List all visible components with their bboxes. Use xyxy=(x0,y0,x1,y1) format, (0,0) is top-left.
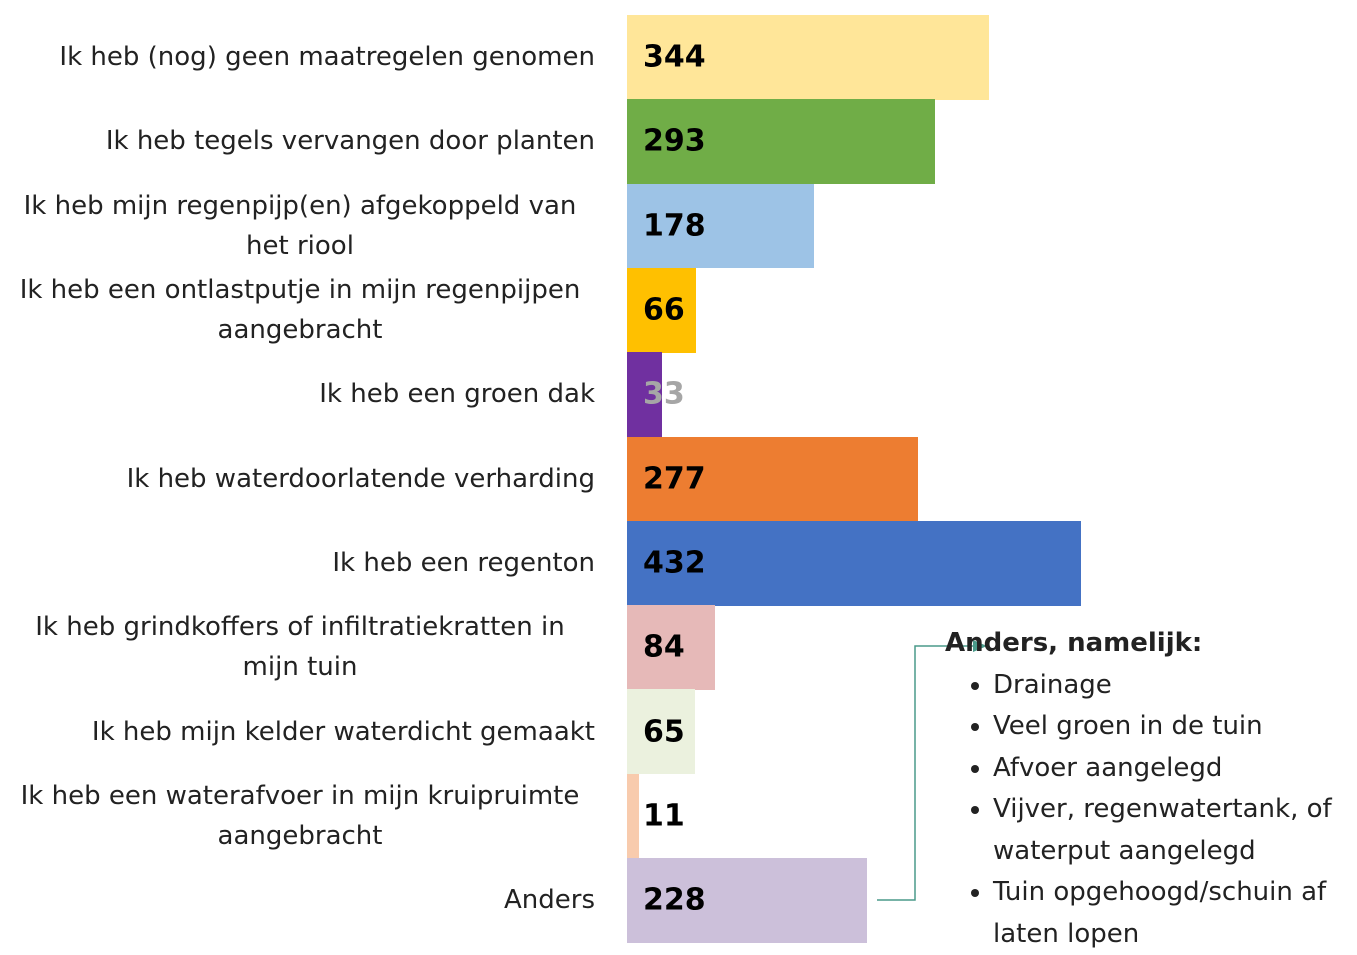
category-label: Ik heb waterdoorlatende verharding xyxy=(127,459,595,499)
value-label: 33 xyxy=(643,377,685,412)
annotation: Anders, namelijk: DrainageVeel groen in … xyxy=(945,623,1355,955)
value-label: 11 xyxy=(643,798,685,833)
annotation-item: Vijver, regenwatertank, of waterput aang… xyxy=(993,789,1355,872)
value-label: 178 xyxy=(643,208,706,243)
category-label: Ik heb (nog) geen maatregelen genomen xyxy=(59,37,595,77)
value-label: 344 xyxy=(643,40,706,75)
value-label: 65 xyxy=(643,714,685,749)
category-label: Ik heb grindkoffers of infiltratiekratte… xyxy=(5,607,595,687)
category-label: Anders xyxy=(504,880,595,920)
annotation-item: Drainage xyxy=(993,665,1355,707)
annotation-item: Afvoer aangelegd xyxy=(993,748,1355,790)
category-label: Ik heb tegels vervangen door planten xyxy=(106,121,595,161)
category-label: Ik heb mijn regenpijp(en) afgekoppeld va… xyxy=(5,186,595,266)
category-label: Ik heb mijn kelder waterdicht gemaakt xyxy=(92,712,595,752)
category-label: Ik heb een ontlastputje in mijn regenpij… xyxy=(5,270,595,350)
category-label: Ik heb een waterafvoer in mijn kruipruim… xyxy=(5,776,595,856)
annotation-list: DrainageVeel groen in de tuinAfvoer aang… xyxy=(945,665,1355,955)
bar xyxy=(627,774,639,859)
value-label: 228 xyxy=(643,883,706,918)
category-label: Ik heb een groen dak xyxy=(319,374,595,414)
value-label: 277 xyxy=(643,461,706,496)
value-label: 432 xyxy=(643,545,706,580)
value-label: 293 xyxy=(643,124,706,159)
value-label: 66 xyxy=(643,293,685,328)
category-label: Ik heb een regenton xyxy=(332,543,595,583)
annotation-title: Anders, namelijk: xyxy=(945,623,1355,665)
annotation-item: Tuin opgehoogd/schuin af laten lopen xyxy=(993,872,1355,955)
value-label: 84 xyxy=(643,630,685,665)
annotation-item: Veel groen in de tuin xyxy=(993,706,1355,748)
